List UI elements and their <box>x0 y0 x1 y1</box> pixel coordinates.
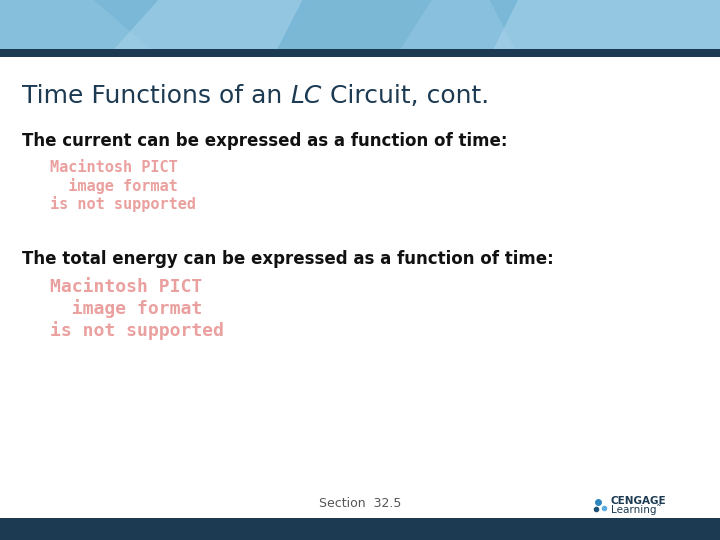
Text: LC: LC <box>290 84 322 108</box>
Bar <box>0 49 720 57</box>
Polygon shape <box>396 0 518 56</box>
Text: The total energy can be expressed as a function of time:: The total energy can be expressed as a f… <box>22 250 554 268</box>
Polygon shape <box>274 0 446 56</box>
Text: CENGAGE: CENGAGE <box>611 496 666 506</box>
Polygon shape <box>108 0 302 56</box>
Text: Learning˜: Learning˜ <box>611 504 661 516</box>
Text: Section  32.5: Section 32.5 <box>319 497 401 510</box>
Text: The current can be expressed as a function of time:: The current can be expressed as a functi… <box>22 132 508 150</box>
Polygon shape <box>0 0 158 56</box>
Polygon shape <box>490 0 720 56</box>
Bar <box>0 518 720 540</box>
Bar <box>0 56 720 518</box>
Text: Macintosh PICT
  image format
is not supported: Macintosh PICT image format is not suppo… <box>50 160 196 212</box>
Text: Macintosh PICT
  image format
is not supported: Macintosh PICT image format is not suppo… <box>50 278 224 340</box>
Bar <box>0 0 720 56</box>
Text: Circuit, cont.: Circuit, cont. <box>322 84 489 108</box>
Text: Time Functions of an: Time Functions of an <box>22 84 290 108</box>
